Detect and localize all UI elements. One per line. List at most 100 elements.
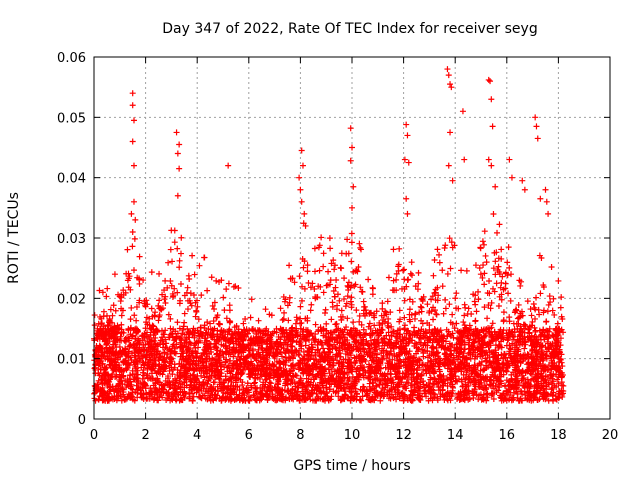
data-point	[492, 347, 499, 354]
data-point	[393, 330, 400, 337]
data-point	[301, 396, 308, 403]
data-point	[196, 337, 203, 344]
data-point	[321, 395, 328, 402]
data-point	[493, 366, 500, 373]
data-point	[208, 274, 215, 281]
data-point	[531, 324, 538, 331]
data-point	[306, 351, 313, 358]
data-point	[513, 342, 520, 349]
data-point	[258, 367, 265, 374]
data-point	[146, 315, 153, 322]
data-point	[236, 387, 243, 394]
data-point	[286, 299, 293, 306]
data-point	[234, 353, 241, 360]
data-point	[304, 328, 311, 335]
data-point	[226, 319, 233, 326]
data-point	[545, 301, 552, 308]
data-point	[371, 350, 378, 357]
data-point	[405, 328, 412, 335]
data-point	[146, 322, 153, 329]
data-point	[288, 343, 295, 350]
data-point	[320, 384, 327, 391]
data-point	[163, 340, 170, 347]
data-point	[230, 283, 237, 290]
data-point	[442, 242, 449, 249]
data-point	[418, 346, 425, 353]
data-point	[351, 283, 358, 290]
data-point	[338, 316, 345, 323]
data-point	[348, 258, 355, 265]
data-point	[361, 303, 368, 310]
data-point	[177, 281, 184, 288]
data-point	[204, 342, 211, 349]
data-point	[518, 329, 525, 336]
data-point	[279, 353, 286, 360]
data-point	[350, 319, 357, 326]
data-point	[107, 374, 114, 381]
data-point	[310, 335, 317, 342]
data-point	[497, 380, 504, 387]
data-point	[131, 312, 138, 319]
data-point	[537, 333, 544, 340]
data-point	[502, 270, 509, 277]
data-point	[324, 282, 331, 289]
data-point	[142, 354, 149, 361]
data-point	[101, 333, 108, 340]
data-point	[466, 362, 473, 369]
data-point	[485, 302, 492, 309]
data-point	[507, 297, 514, 304]
data-point	[346, 385, 353, 392]
data-point	[548, 263, 555, 270]
data-point	[411, 383, 418, 390]
data-point	[162, 299, 169, 306]
data-point	[397, 358, 404, 365]
data-point	[382, 384, 389, 391]
data-point	[435, 341, 442, 348]
data-point	[255, 317, 262, 324]
data-point	[126, 372, 133, 379]
data-point	[466, 322, 473, 329]
data-point	[144, 371, 151, 378]
data-point	[139, 375, 146, 382]
data-point	[433, 311, 440, 318]
data-point	[209, 302, 216, 309]
data-point	[162, 293, 169, 300]
data-point	[432, 326, 439, 333]
data-point	[172, 375, 179, 382]
data-point	[436, 259, 443, 266]
data-point	[222, 342, 229, 349]
data-point	[479, 274, 486, 281]
data-point	[504, 334, 511, 341]
data-point	[213, 395, 220, 402]
data-point	[379, 340, 386, 347]
data-point	[315, 359, 322, 366]
data-point	[529, 347, 536, 354]
data-point	[334, 291, 341, 298]
data-point	[290, 365, 297, 372]
data-point	[539, 329, 546, 336]
data-point	[91, 312, 98, 319]
data-point	[204, 396, 211, 403]
data-point	[557, 304, 564, 311]
data-point	[118, 312, 125, 319]
data-point	[307, 307, 314, 314]
data-point	[105, 355, 112, 362]
data-point	[136, 253, 143, 260]
data-point	[160, 331, 167, 338]
data-point	[490, 265, 497, 272]
data-point	[434, 337, 441, 344]
data-point	[414, 286, 421, 293]
data-point	[544, 308, 551, 315]
data-point	[127, 325, 134, 332]
data-point	[325, 336, 332, 343]
data-point	[558, 294, 565, 301]
data-point	[353, 343, 360, 350]
data-point	[152, 380, 159, 387]
data-point	[494, 229, 501, 236]
data-point	[408, 259, 415, 266]
data-point	[98, 320, 105, 327]
data-point	[557, 335, 564, 342]
data-point	[244, 380, 251, 387]
data-point	[319, 339, 326, 346]
data-point	[371, 322, 378, 329]
